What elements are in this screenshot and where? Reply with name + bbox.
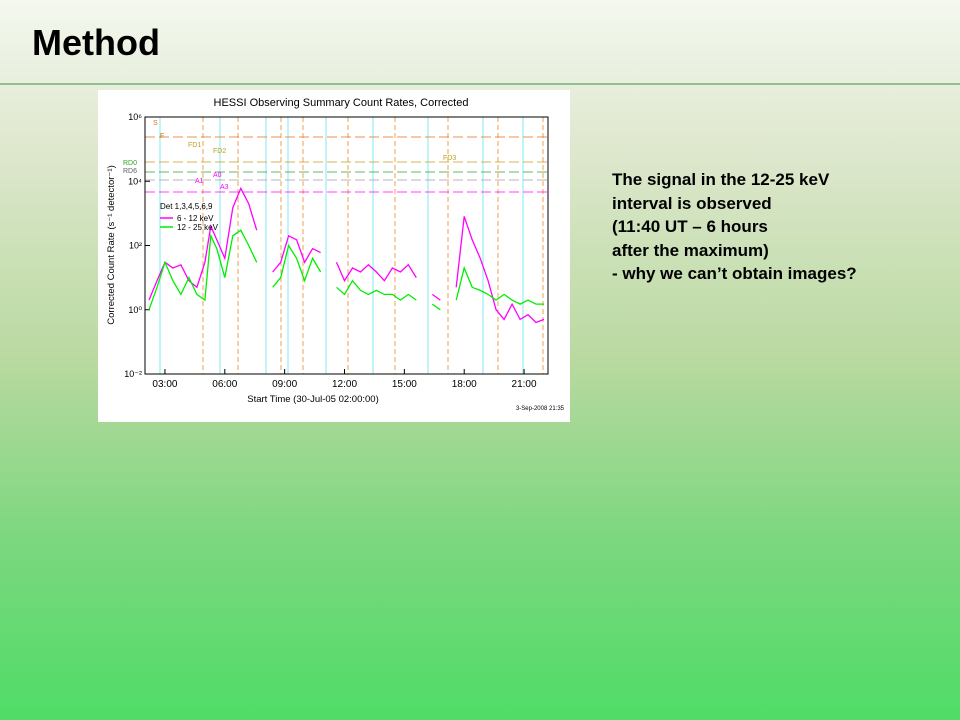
flag-label: A3 — [220, 184, 229, 191]
legend-label: 6 - 12 keV — [177, 214, 214, 223]
x-tick-label: 06:00 — [212, 379, 237, 390]
x-tick-label: 15:00 — [392, 379, 417, 390]
flag-label: FD1 — [188, 142, 201, 149]
x-tick-label: 21:00 — [512, 379, 537, 390]
text-line: interval is observed — [612, 193, 772, 213]
x-axis-label: Start Time (30-Jul-05 02:00:00) — [247, 394, 378, 405]
chart: HESSI Observing Summary Count Rates, Cor… — [98, 90, 570, 422]
series-line — [148, 229, 544, 311]
x-tick-label: 03:00 — [152, 379, 177, 390]
flag-label: A1 — [195, 178, 204, 185]
flag-label: RD0 — [123, 160, 137, 167]
footnote: 3-Sep-2008 21:35 — [516, 406, 565, 412]
chart-background — [98, 90, 570, 422]
body-text: The signal in the 12-25 keV interval is o… — [612, 168, 857, 286]
y-tick-label: 10⁻² — [124, 369, 142, 379]
text-line: The signal in the 12-25 keV — [612, 170, 830, 189]
text-line: - why we can’t obtain images? — [612, 264, 857, 283]
legend-label: 12 - 25 keV — [177, 223, 219, 232]
flag-label: RD6 — [123, 168, 137, 175]
flag-label: FD2 — [213, 148, 226, 155]
text-line: (11:40 UT – 6 hours — [612, 217, 768, 236]
text-line: after the maximum) — [612, 240, 769, 260]
flag-label: A0 — [213, 172, 222, 179]
slide-title: Method — [32, 22, 160, 63]
flag-label: S — [153, 120, 158, 127]
legend-title: Det 1,3,4,5,6,9 — [160, 202, 213, 211]
x-tick-label: 18:00 — [452, 379, 477, 390]
series-line — [148, 186, 545, 324]
y-tick-label: 10² — [129, 241, 142, 251]
y-tick-label: 10⁰ — [128, 305, 142, 315]
chart-title: HESSI Observing Summary Count Rates, Cor… — [214, 97, 469, 109]
flag-label: FD3 — [443, 155, 456, 162]
title-rule — [0, 83, 960, 85]
y-tick-label: 10⁶ — [128, 112, 142, 122]
x-tick-label: 09:00 — [272, 379, 297, 390]
y-axis-label: Corrected Count Rate (s⁻¹ detector⁻¹) — [106, 165, 117, 324]
flag-label: F — [160, 133, 164, 140]
y-tick-label: 10⁴ — [128, 176, 142, 186]
x-tick-label: 12:00 — [332, 379, 357, 390]
